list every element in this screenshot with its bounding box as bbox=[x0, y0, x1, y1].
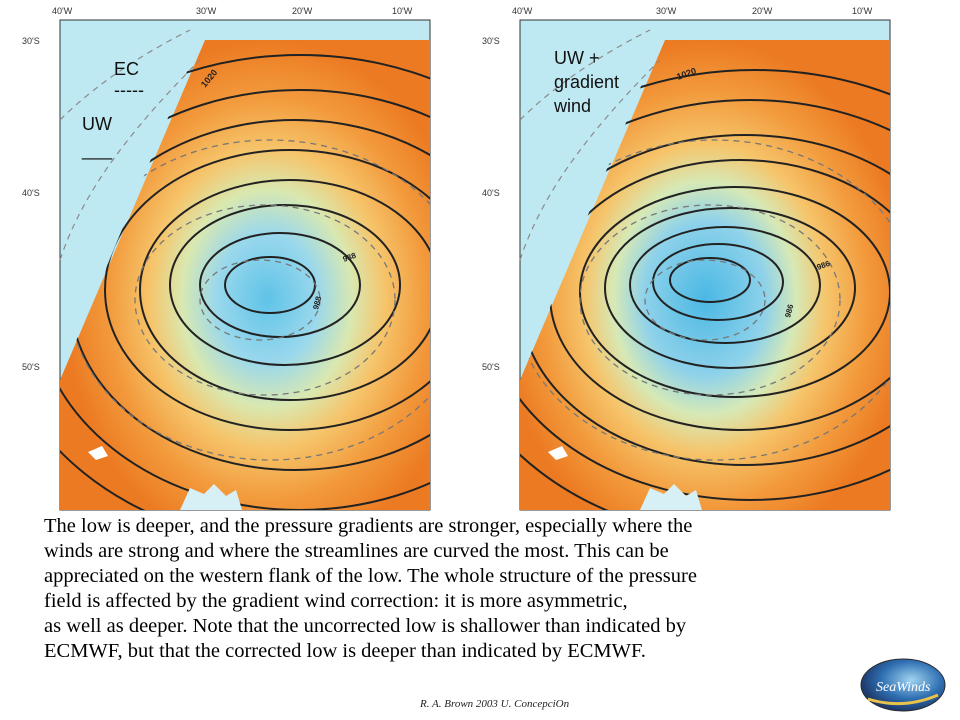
ecmwf-isobars bbox=[69, 139, 430, 461]
x-tick: 10'W bbox=[392, 6, 413, 16]
legend-uw-label: UW bbox=[82, 114, 112, 134]
ecmwf-isobars-outside bbox=[519, 29, 661, 261]
y-tick: 50'S bbox=[482, 362, 500, 372]
caption-line: as well as deeper. Note that the uncorre… bbox=[44, 615, 687, 637]
y-tick: 30'S bbox=[482, 36, 500, 46]
island bbox=[88, 446, 108, 460]
legend-ec-line: ----- bbox=[114, 80, 144, 100]
caption-line: winds are strong and where the streamlin… bbox=[44, 540, 669, 562]
x-tick: 20'W bbox=[292, 6, 313, 16]
y-axis: 30'S 40'S 50'S bbox=[482, 36, 500, 372]
swath-fill bbox=[520, 40, 890, 510]
seawinds-logo: SeaWinds bbox=[858, 655, 948, 720]
ecmwf-isobars-outside bbox=[59, 29, 201, 261]
right-pressure-map: 40'W 30'W 20'W 10'W 30'S 40'S 50'S bbox=[460, 0, 930, 528]
caption-line: ECMWF, but that the corrected low is dee… bbox=[44, 640, 646, 662]
contour-label: 988 bbox=[342, 251, 358, 264]
contour-label: 986 bbox=[816, 259, 832, 272]
x-tick: 20'W bbox=[752, 6, 773, 16]
x-tick: 30'W bbox=[196, 6, 217, 16]
right-map-panel: 40'W 30'W 20'W 10'W 30'S 40'S 50'S bbox=[460, 0, 930, 528]
y-tick: 40'S bbox=[482, 188, 500, 198]
y-tick: 40'S bbox=[22, 188, 40, 198]
x-tick: 40'W bbox=[512, 6, 533, 16]
caption-line: field is affected by the gradient wind c… bbox=[44, 590, 628, 612]
island bbox=[548, 446, 568, 460]
legend-uw-gradient-label: UW + gradient wind bbox=[554, 48, 620, 116]
isobars bbox=[60, 54, 430, 510]
caption-line: The low is deeper, and the pressure grad… bbox=[44, 515, 693, 537]
x-tick: 30'W bbox=[656, 6, 677, 16]
credit-text: R. A. Brown 2003 U. ConcepciOn bbox=[420, 698, 570, 710]
legend-ec-label: EC bbox=[114, 59, 140, 79]
y-axis: 30'S 40'S 50'S bbox=[22, 36, 40, 372]
ecmwf-isobars bbox=[520, 139, 890, 461]
legend-uw-line: ___ bbox=[82, 140, 113, 160]
left-map-panel: 40'W 30'W 20'W 10'W 30'S 40'S 50'S bbox=[0, 0, 460, 528]
isobars bbox=[520, 69, 890, 510]
caption-text: The low is deeper, and the pressure grad… bbox=[44, 514, 924, 664]
caption-line: appreciated on the western flank of the … bbox=[44, 565, 697, 587]
contour-label: 988 bbox=[311, 295, 323, 311]
land-patch bbox=[180, 484, 242, 510]
x-tick: 10'W bbox=[852, 6, 873, 16]
logo-text: SeaWinds bbox=[876, 680, 931, 695]
left-pressure-map: 40'W 30'W 20'W 10'W 30'S 40'S 50'S bbox=[0, 0, 460, 528]
y-tick: 50'S bbox=[22, 362, 40, 372]
y-tick: 30'S bbox=[22, 36, 40, 46]
land-patch bbox=[640, 484, 702, 510]
contour-label: 986 bbox=[783, 303, 795, 319]
x-axis: 40'W 30'W 20'W 10'W bbox=[512, 6, 873, 16]
swath-fill bbox=[60, 40, 430, 510]
x-axis: 40'W 30'W 20'W 10'W bbox=[52, 6, 413, 16]
x-tick: 40'W bbox=[52, 6, 73, 16]
